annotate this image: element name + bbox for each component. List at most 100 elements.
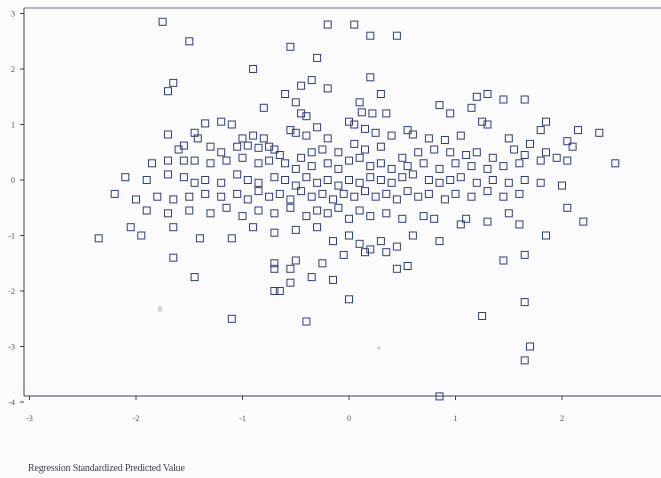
scatter-point — [542, 148, 550, 157]
scatter-point — [392, 264, 401, 273]
scatter-point — [179, 173, 188, 182]
x-axis-ticks: -3 -2 -1 0 1 2 — [26, 396, 564, 423]
scatter-point — [361, 124, 369, 133]
scatter-point — [259, 134, 268, 143]
scatter-point — [254, 187, 263, 196]
scatter-point — [243, 141, 252, 150]
scatter-point — [339, 189, 348, 198]
scatter-point — [291, 128, 300, 137]
scatter-point — [318, 189, 327, 198]
scatter-point — [467, 103, 476, 112]
scatter-point — [222, 203, 231, 212]
scatter-point — [361, 248, 369, 257]
scatter-point — [542, 231, 550, 240]
scatter-point — [164, 209, 172, 218]
scatter-point — [297, 153, 306, 162]
scatter-point — [392, 195, 401, 204]
scatter-point — [185, 206, 194, 215]
scatter-point — [520, 298, 529, 307]
scatter-point — [403, 187, 412, 196]
scatter-point — [132, 195, 140, 204]
scatter-point — [366, 173, 375, 182]
scatter-point — [297, 81, 306, 90]
scatter-point — [286, 203, 295, 212]
scatter-point — [345, 117, 353, 126]
scatter-point — [281, 159, 290, 168]
scatter-point — [313, 178, 322, 187]
scatter-point — [233, 189, 242, 198]
scatter-point — [169, 78, 178, 87]
scatter-point — [504, 134, 513, 143]
scatter-point — [297, 187, 306, 196]
scatter-point — [307, 273, 316, 282]
scatter-point — [472, 148, 481, 157]
scatter-point — [243, 195, 252, 204]
scatter-point — [201, 189, 210, 198]
scatter-point — [440, 195, 449, 204]
x-tick-label: 0 — [347, 414, 351, 423]
scatter-point — [403, 126, 412, 135]
scatter-point — [382, 189, 391, 198]
scatter-point — [376, 159, 385, 168]
scatter-point — [254, 178, 263, 187]
scatter-point — [164, 170, 172, 179]
scatter-point — [350, 192, 359, 201]
scatter-point — [371, 192, 380, 201]
scatter-point — [357, 108, 366, 117]
scatter-point — [313, 206, 322, 215]
x-tick-label: -2 — [133, 414, 140, 423]
scatter-point — [456, 220, 465, 229]
scatter-point — [424, 189, 433, 198]
scatter-point — [323, 209, 332, 218]
scatter-point — [286, 42, 295, 51]
scatter-point — [366, 73, 375, 82]
y-axis-ticks: 3 2 1 0 -1 -2 -3 -4 — [8, 10, 24, 407]
scatter-point — [398, 173, 407, 182]
scatter-point — [169, 253, 178, 262]
y-tick-label: -3 — [8, 343, 15, 352]
scatter-point — [483, 90, 492, 98]
scatter-point — [270, 264, 279, 273]
scatter-point — [259, 103, 268, 112]
scatter-point — [483, 164, 492, 173]
scatter-point — [446, 176, 455, 184]
scatter-point — [515, 220, 524, 229]
scatter-point — [387, 178, 396, 187]
scatter-point — [419, 159, 428, 168]
scatter-point — [334, 164, 343, 173]
scatter-point — [94, 234, 103, 243]
scatter-point — [329, 237, 337, 246]
scatter-point — [366, 162, 375, 171]
scatter-point — [206, 209, 215, 218]
scatter-point — [355, 153, 364, 162]
scatter-point — [467, 192, 476, 201]
scatter-point — [472, 178, 481, 187]
y-tick-label: 2 — [11, 65, 15, 74]
scatter-point — [510, 145, 519, 154]
scatter-point — [164, 130, 172, 139]
scatter-point — [430, 145, 439, 154]
scatter-point — [398, 153, 407, 162]
scatter-point — [472, 92, 481, 101]
scatter-point — [334, 181, 343, 190]
scatter-point — [323, 20, 332, 29]
scatter-point — [334, 203, 343, 212]
scatter-point — [366, 212, 375, 221]
scatter-point — [355, 239, 364, 248]
scatter-point — [265, 142, 274, 151]
scatter-point — [504, 209, 513, 218]
scatter-point — [270, 145, 279, 154]
scatter-point — [345, 295, 353, 304]
scatter-point — [233, 142, 242, 151]
scatter-point — [403, 262, 412, 270]
scatter-point — [265, 192, 274, 201]
scatter-point — [169, 195, 178, 204]
scatter-point — [190, 178, 199, 187]
y-tick-label: 1 — [11, 121, 15, 130]
scatter-point — [222, 156, 231, 165]
scatter-point — [201, 176, 210, 184]
scatter-point — [526, 342, 534, 351]
scatter-point — [355, 206, 364, 215]
scatter-point — [158, 17, 167, 26]
scatter-point — [227, 314, 236, 323]
